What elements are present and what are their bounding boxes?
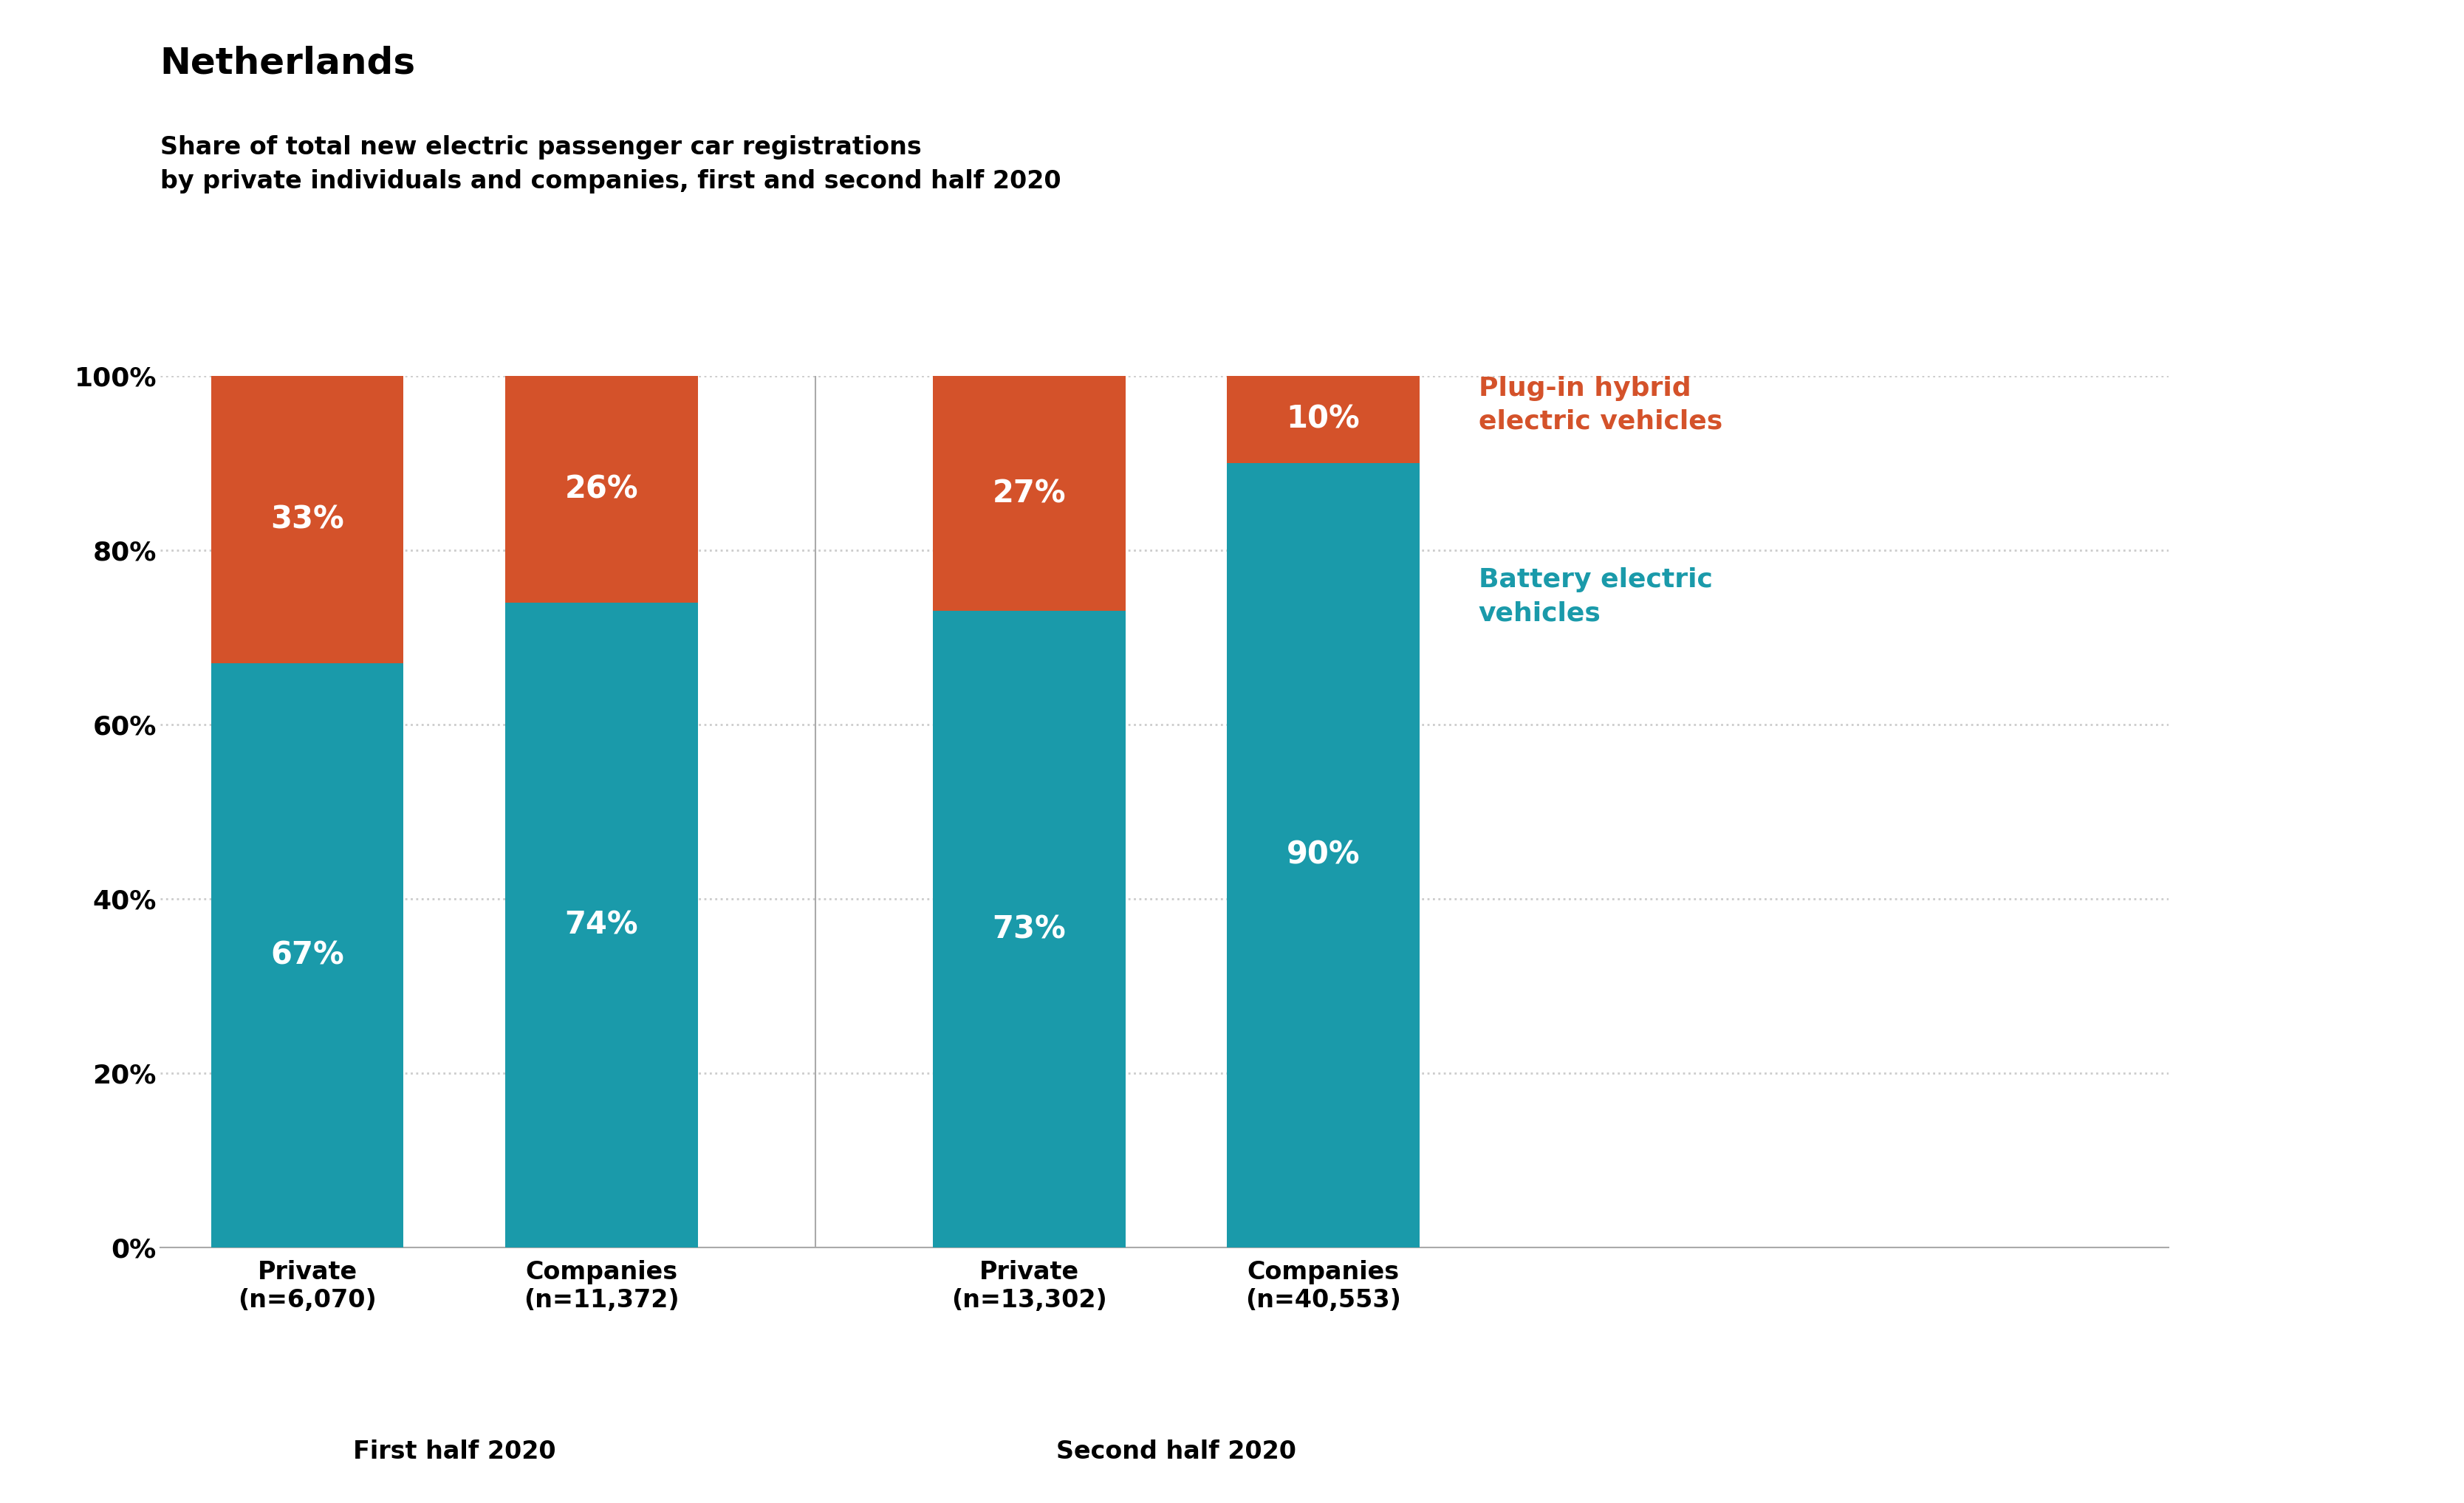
Bar bbox=[212, 376, 404, 663]
Text: Battery electric
vehicles: Battery electric vehicles bbox=[1478, 568, 1712, 625]
Text: 74%: 74% bbox=[564, 909, 638, 941]
Text: 73%: 73% bbox=[993, 914, 1067, 945]
Text: Netherlands: Netherlands bbox=[160, 45, 416, 81]
Text: First half 2020: First half 2020 bbox=[352, 1440, 557, 1464]
Bar bbox=[1227, 376, 1419, 463]
Bar bbox=[934, 612, 1126, 1247]
Text: 67%: 67% bbox=[271, 939, 345, 971]
Bar bbox=[505, 376, 697, 603]
Text: Plug-in hybrid
electric vehicles: Plug-in hybrid electric vehicles bbox=[1478, 376, 1722, 434]
Text: Share of total new electric passenger car registrations
by private individuals a: Share of total new electric passenger ca… bbox=[160, 135, 1062, 194]
Text: 27%: 27% bbox=[993, 478, 1067, 510]
Bar bbox=[212, 663, 404, 1247]
Text: 33%: 33% bbox=[271, 504, 345, 535]
Bar bbox=[1227, 463, 1419, 1247]
Text: 90%: 90% bbox=[1286, 840, 1360, 870]
Text: Second half 2020: Second half 2020 bbox=[1057, 1440, 1296, 1464]
Text: 10%: 10% bbox=[1286, 404, 1360, 434]
Bar bbox=[505, 603, 697, 1247]
Bar bbox=[934, 376, 1126, 612]
Text: 26%: 26% bbox=[564, 473, 638, 505]
